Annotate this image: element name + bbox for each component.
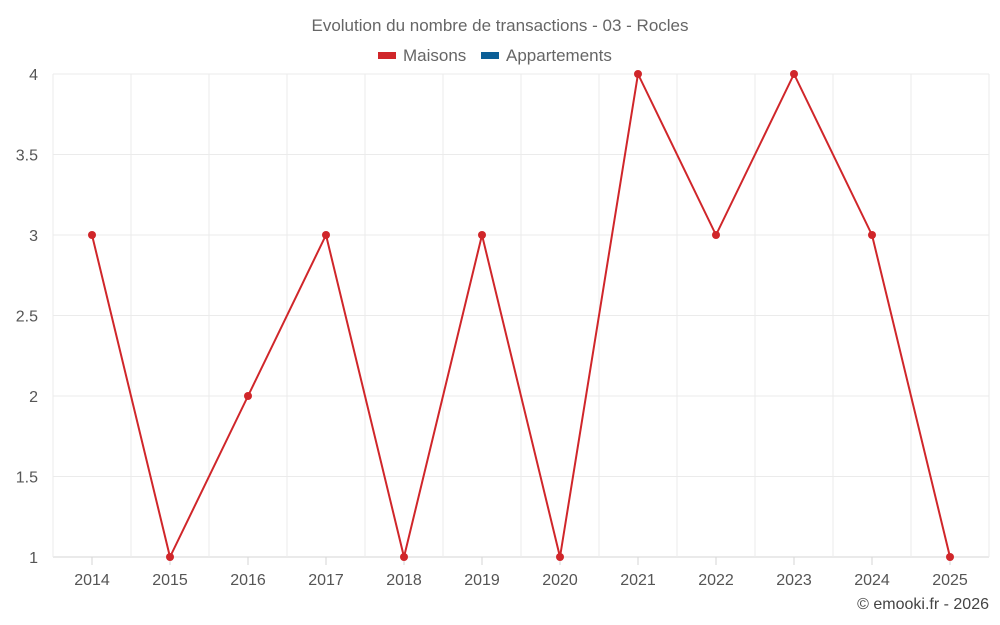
x-tick-label: 2024 [854, 572, 890, 589]
y-tick-label: 1 [29, 550, 38, 567]
x-tick-label: 2014 [74, 572, 110, 589]
legend-item-maisons[interactable]: Maisons [378, 46, 466, 65]
data-point-maisons[interactable] [712, 231, 720, 239]
x-tick-label: 2025 [932, 572, 968, 589]
data-point-maisons[interactable] [244, 392, 252, 400]
series-layer [88, 70, 954, 561]
y-tick-label: 1.5 [16, 470, 38, 487]
x-tick-label: 2020 [542, 572, 578, 589]
y-tick-label: 3 [29, 228, 38, 245]
y-tick-label: 4 [29, 67, 38, 84]
data-point-maisons[interactable] [946, 553, 954, 561]
legend-swatch-appartements [481, 52, 499, 59]
x-axis-ticks: 2014 2015 2016 2017 2018 2019 2020 2021 2022 2023… [74, 557, 968, 589]
data-point-maisons[interactable] [322, 231, 330, 239]
legend-item-appartements[interactable]: Appartements [481, 46, 612, 65]
chart-title: Evolution du nombre de transactions - 03… [311, 16, 688, 35]
data-point-maisons[interactable] [400, 553, 408, 561]
legend-label-appartements: Appartements [506, 46, 612, 65]
legend-swatch-maisons [378, 52, 396, 59]
x-tick-label: 2022 [698, 572, 734, 589]
data-point-maisons[interactable] [478, 231, 486, 239]
x-tick-label: 2015 [152, 572, 188, 589]
legend: Maisons Appartements [378, 46, 612, 65]
credit-text: © emooki.fr - 2026 [857, 596, 989, 613]
y-tick-label: 2.5 [16, 309, 38, 326]
series-line-maisons [91, 73, 951, 558]
data-point-maisons[interactable] [88, 231, 96, 239]
y-axis-ticks: 1 1.5 2 2.5 3 3.5 4 [16, 67, 38, 567]
x-tick-label: 2021 [620, 572, 656, 589]
x-tick-label: 2016 [230, 572, 266, 589]
data-point-maisons[interactable] [868, 231, 876, 239]
y-tick-label: 3.5 [16, 148, 38, 165]
x-tick-label: 2023 [776, 572, 812, 589]
data-point-maisons[interactable] [634, 70, 642, 78]
data-point-maisons[interactable] [556, 553, 564, 561]
legend-label-maisons: Maisons [403, 46, 466, 65]
x-tick-label: 2017 [308, 572, 344, 589]
gridlines [52, 73, 990, 558]
data-point-maisons[interactable] [166, 553, 174, 561]
data-point-maisons[interactable] [790, 70, 798, 78]
x-tick-label: 2018 [386, 572, 422, 589]
y-tick-label: 2 [29, 389, 38, 406]
x-tick-label: 2019 [464, 572, 500, 589]
